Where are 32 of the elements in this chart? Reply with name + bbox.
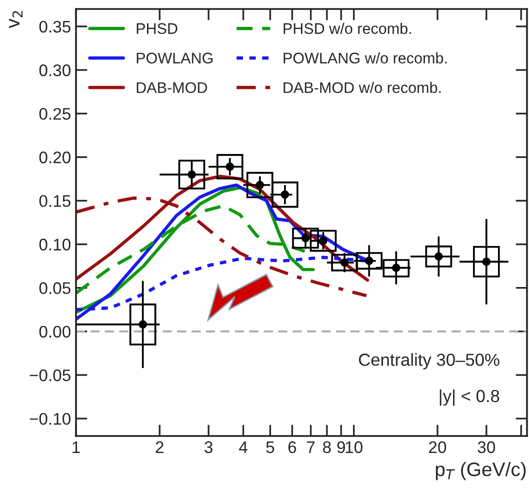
annotation: Centrality 30–50% (358, 353, 500, 370)
x-tick-label: 6 (288, 441, 296, 454)
y-tick-label: −0.05 (30, 369, 70, 382)
annotation: |y| < 0.8 (440, 389, 500, 406)
y-axis-title: v$_{2}$ (9, 11, 23, 28)
legend-label: PHSD (136, 23, 178, 34)
x-axis-title: p$_{T}$ (GeV/c) (436, 462, 526, 480)
y-tick-label: 0.10 (39, 238, 70, 250)
x-tick-label: 2 (156, 441, 164, 453)
x-tick-label: 3 (204, 441, 212, 454)
legend-label: POWLANG (136, 52, 213, 64)
y-tick-label: 0.35 (39, 20, 70, 33)
x-tick-label: 30 (478, 441, 496, 454)
x-tick-label: 1 (72, 441, 80, 453)
legend-label: DAB-MOD (136, 82, 207, 94)
x-tick-label: 5 (266, 441, 274, 454)
y-tick-label: 0.05 (39, 282, 70, 294)
x-tick-label: 9 (337, 441, 345, 454)
x-tick-label: 20 (429, 441, 446, 454)
legend-label: PHSD w/o recomb. (284, 22, 411, 34)
x-tick-label: 8 (323, 441, 331, 454)
y-tick-label: 0.15 (39, 195, 70, 207)
x-tick-label: 10 (346, 441, 362, 454)
y-tick-label: 0.25 (39, 108, 70, 120)
y-tick-label: 0.20 (39, 152, 70, 164)
legend-label: POWLANG w/o recomb. (284, 52, 447, 64)
y-tick-label: −0.10 (30, 412, 70, 425)
y-tick-label: 0.00 (39, 326, 70, 338)
x-tick-label: 7 (307, 441, 315, 453)
legend-label: DAB-MOD w/o recomb. (284, 82, 441, 94)
y-tick-label: 0.30 (39, 64, 70, 76)
x-tick-label: 4 (239, 441, 248, 453)
